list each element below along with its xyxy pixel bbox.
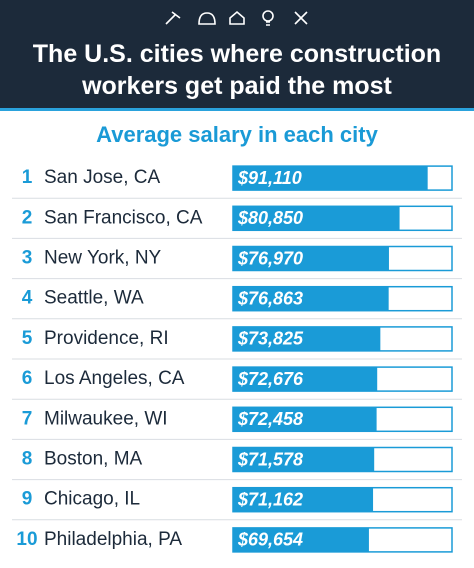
value-label: $71,162 (237, 489, 303, 509)
bar (233, 326, 381, 351)
city-label: New York, NY (44, 248, 162, 269)
bar (233, 206, 400, 231)
value-label: $80,850 (237, 208, 303, 228)
rank: 7 (22, 408, 33, 429)
city-label: Philadelphia, PA (44, 529, 182, 550)
rank: 1 (22, 167, 33, 188)
chart-subtitle: Average salary in each city (96, 122, 378, 147)
value-label: $76,970 (237, 248, 303, 268)
bar (233, 166, 428, 191)
bar (233, 367, 378, 392)
rank: 10 (16, 529, 37, 550)
rank: 3 (22, 248, 33, 269)
rank: 4 (22, 288, 33, 309)
header-icons (165, 10, 308, 26)
rank: 6 (22, 368, 33, 389)
bar (233, 447, 375, 472)
value-label: $69,654 (237, 530, 303, 550)
value-label: $71,578 (237, 449, 303, 469)
city-label: San Jose, CA (44, 167, 160, 188)
chart-title: The U.S. cities where construction worke… (32, 40, 442, 100)
city-label: Los Angeles, CA (44, 368, 185, 389)
city-label: Chicago, IL (44, 489, 140, 510)
rank: 5 (22, 328, 33, 349)
bar (233, 286, 389, 311)
value-label: $91,110 (237, 168, 302, 188)
city-label: Boston, MA (44, 449, 143, 470)
city-label: San Francisco, CA (44, 207, 203, 228)
value-label: $72,676 (237, 369, 304, 389)
value-label: $73,825 (237, 329, 304, 349)
city-label: Milwaukee, WI (44, 408, 168, 429)
bar (233, 487, 374, 512)
city-label: Seattle, WA (44, 288, 144, 309)
bar (233, 407, 377, 432)
value-label: $76,863 (237, 288, 303, 308)
header: The U.S. cities where construction worke… (0, 0, 474, 108)
rank: 2 (22, 207, 33, 228)
header-strip (0, 108, 474, 111)
value-label: $72,458 (237, 409, 303, 429)
rank: 9 (22, 489, 33, 510)
city-label: Providence, RI (44, 328, 169, 349)
rank: 8 (22, 449, 33, 470)
bar (233, 527, 369, 552)
bar (233, 246, 389, 271)
